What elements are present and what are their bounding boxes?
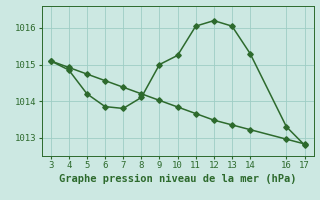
X-axis label: Graphe pression niveau de la mer (hPa): Graphe pression niveau de la mer (hPa) (59, 174, 296, 184)
